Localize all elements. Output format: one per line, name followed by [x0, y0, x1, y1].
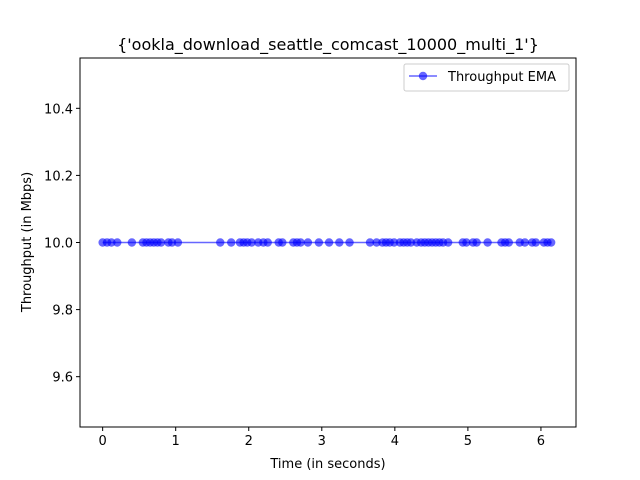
data-point	[483, 238, 492, 247]
data-point	[389, 238, 399, 247]
data-point	[247, 238, 256, 247]
data-point	[443, 238, 453, 247]
data-point	[127, 238, 137, 247]
x-axis-label: Time (in seconds)	[269, 457, 385, 472]
data-point	[531, 238, 541, 247]
data-point	[263, 238, 272, 247]
data-point	[216, 238, 225, 247]
data-point	[546, 238, 556, 247]
data-point	[372, 238, 381, 247]
data-point	[107, 238, 116, 247]
data-point	[345, 238, 354, 247]
legend-marker-swatch	[418, 71, 428, 81]
x-tick-label: 6	[537, 434, 545, 449]
data-point	[462, 238, 471, 247]
legend: Throughput EMA	[403, 63, 570, 92]
data-point	[303, 238, 313, 247]
x-tick-label: 0	[99, 434, 107, 449]
data-point	[278, 238, 287, 247]
data-point	[520, 238, 530, 247]
y-tick-label: 10.0	[44, 237, 73, 252]
x-axis: 0 1 2 3 4 5 6	[99, 427, 545, 449]
data-point	[335, 238, 344, 247]
x-tick-label: 5	[464, 434, 472, 449]
data-point	[504, 238, 513, 247]
series-layer	[98, 238, 556, 247]
y-tick-label: 10.2	[44, 169, 73, 184]
data-point	[324, 238, 334, 247]
data-point	[227, 238, 236, 247]
data-point	[173, 238, 183, 247]
y-axis: 9.6 9.8 10.0 10.2 10.4	[44, 102, 80, 386]
y-tick-label: 9.6	[52, 371, 73, 386]
data-point	[472, 238, 481, 247]
data-point	[156, 238, 166, 247]
data-point	[314, 238, 324, 247]
data-point	[365, 238, 375, 247]
y-tick-label: 10.4	[44, 102, 73, 117]
x-tick-label: 2	[245, 434, 253, 449]
data-point	[113, 238, 122, 247]
data-point	[406, 238, 416, 247]
legend-entry-label: Throughput EMA	[447, 70, 556, 85]
data-point	[167, 238, 177, 247]
data-point	[296, 238, 305, 247]
legend-box	[403, 63, 570, 92]
x-tick-label: 1	[172, 434, 180, 449]
x-tick-label: 4	[391, 434, 399, 449]
y-axis-label: Throughput (in Mbps)	[20, 172, 35, 313]
x-tick-label: 3	[318, 434, 326, 449]
plot-area	[79, 57, 577, 428]
y-tick-label: 9.8	[52, 304, 73, 319]
chart-title: {'ookla_download_seattle_comcast_10000_m…	[117, 35, 539, 55]
